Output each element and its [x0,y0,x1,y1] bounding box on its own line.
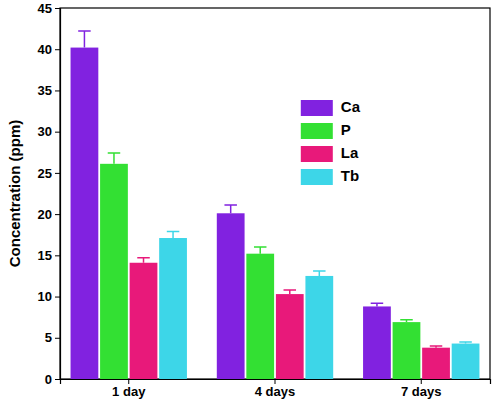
tick-mark [55,173,60,174]
x-axis: 1 day 4 days 7 days [61,379,491,399]
series [71,31,391,379]
tick-label: 20 [38,207,52,222]
tick: 5 [45,330,60,345]
legend: Ca P La Tb [301,98,361,185]
error-bar [137,258,149,263]
legend-label: Tb [341,167,359,184]
marks [71,31,480,379]
bar [393,322,421,379]
tick-label: 7 days [401,384,441,399]
tick-mark [55,49,60,50]
error-bar [459,342,471,344]
error-bar [313,271,325,276]
legend-swatch [301,123,333,139]
legend-swatch [301,146,333,162]
tick-mark [55,297,60,298]
tick: 4 days [255,379,295,399]
error-bar [430,346,442,348]
tick-mark [55,90,60,91]
tick: 10 [38,289,60,304]
tick-label: 45 [38,1,52,16]
tick-label: 25 [38,166,52,181]
tick-label: 0 [45,372,52,387]
bar [100,164,128,379]
plot-frame [60,8,490,379]
legend-entry: Tb [301,167,359,185]
legend-swatch [301,100,333,116]
tick-label: 4 days [255,384,295,399]
bar [130,263,158,379]
tick-mark [55,255,60,256]
error-bar [78,31,90,47]
bar [217,213,245,379]
bar [276,294,304,379]
tick-mark [55,379,60,380]
tick: 25 [38,166,60,181]
tick: 40 [38,42,60,57]
bar [363,306,391,379]
y-axis: 0 5 10 15 20 25 30 35 40 45 [38,1,61,387]
tick: 1 day [112,379,146,399]
tick-label: 30 [38,124,52,139]
legend-swatch [301,169,333,185]
tick: 7 days [401,379,441,399]
legend-entry: Ca [301,98,361,116]
tick-mark [55,132,60,133]
legend-label: Ca [341,98,361,115]
tick: 0 [45,372,60,387]
legend-entry: La [301,144,359,162]
error-bar [108,153,120,164]
axis-line [55,9,61,380]
series [159,231,479,379]
bar [71,48,99,379]
tick-label: 10 [38,289,52,304]
series [100,153,420,379]
error-bar [224,205,236,213]
legend-entry: P [301,121,351,139]
tick: 45 [38,1,60,16]
error-bar [284,290,296,294]
tick-label: 40 [38,42,52,57]
bar [452,344,480,379]
tick-mark [55,214,60,215]
bar [422,348,450,379]
tick-mark [55,338,60,339]
error-bar [400,320,412,322]
tick-label: 15 [38,248,52,263]
tick: 30 [38,124,60,139]
tick-label: 1 day [112,384,146,399]
legend-label: P [341,121,351,138]
chart: 0 5 10 15 20 25 30 35 40 45 1 day 4 days 7 days Ca P La… [0,0,496,411]
tick-label: 5 [45,330,52,345]
tick: 15 [38,248,60,263]
error-bar [254,247,266,254]
bar [246,254,274,379]
bar [305,276,333,379]
axis-title: Concentration (ppm) [6,120,23,268]
tick: 20 [38,207,60,222]
tick-mark [55,8,60,9]
bar [159,238,187,379]
tick-label: 35 [38,83,52,98]
plot: 0 5 10 15 20 25 30 35 40 45 1 day 4 days 7 days Ca P La… [38,1,491,400]
error-bar [167,231,179,238]
error-bar [371,303,383,306]
legend-label: La [341,144,359,161]
tick: 35 [38,83,60,98]
